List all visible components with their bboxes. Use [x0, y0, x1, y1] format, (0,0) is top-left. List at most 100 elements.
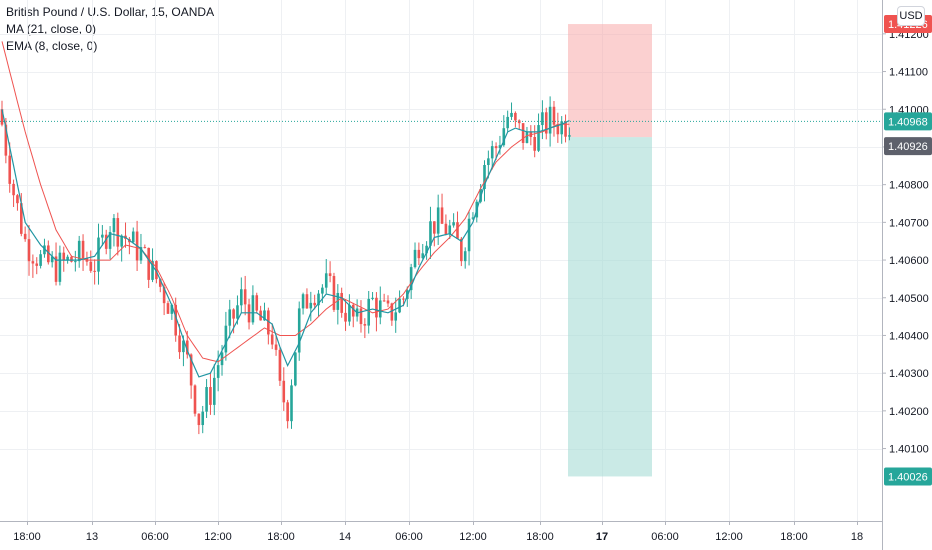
candle-body: [429, 221, 432, 246]
candle-body: [228, 309, 232, 326]
candle-body: [66, 256, 69, 261]
time-axis[interactable]: [0, 521, 882, 550]
candle-body: [286, 402, 289, 422]
candle-body: [43, 245, 46, 255]
time-tick-label: 06:00: [141, 531, 169, 543]
candle-body: [12, 183, 15, 196]
candle-body: [147, 247, 150, 280]
candle-body: [421, 253, 425, 259]
candle-body: [440, 207, 444, 224]
time-tick-label: 12:00: [459, 531, 487, 543]
candle-body: [544, 112, 548, 134]
candle-body: [433, 221, 436, 234]
candle-body: [556, 124, 560, 135]
candle-body: [541, 112, 544, 126]
candle-body: [344, 312, 347, 322]
ema-line: [1, 109, 570, 378]
candle-body: [224, 325, 228, 353]
candle-body: [336, 292, 340, 310]
candle-body: [463, 251, 467, 262]
candle-body: [108, 232, 112, 249]
candle-body: [58, 252, 62, 282]
price-tag-bg: [884, 467, 932, 486]
candle-body: [101, 234, 104, 238]
candle-body: [174, 304, 177, 336]
time-tick-label: 06:00: [395, 531, 423, 543]
candle-body: [444, 223, 448, 235]
candle-body: [297, 308, 301, 353]
candle-body: [340, 292, 343, 313]
candle-body: [39, 254, 42, 266]
candle-body: [216, 365, 220, 378]
price-tick-label: 1.40100: [889, 444, 929, 456]
candle-body: [324, 273, 328, 288]
candle-body: [236, 305, 239, 319]
candle-body: [498, 145, 502, 149]
candle-body: [448, 225, 452, 235]
grid-lines: [0, 0, 882, 521]
time-tick-label: 14: [339, 531, 351, 543]
symbol-title[interactable]: British Pound / U.S. Dollar, 15, OANDA: [6, 5, 215, 19]
candle-body: [502, 128, 506, 146]
candle-body: [525, 131, 529, 143]
candle-body: [313, 302, 316, 306]
candle-body: [155, 261, 158, 280]
candle-body: [255, 295, 259, 311]
candle-body: [243, 289, 247, 305]
candle-body: [367, 298, 370, 326]
price-tick-label: 1.40200: [889, 406, 929, 418]
ema-indicator-label[interactable]: EMA (8, close, 0): [6, 39, 98, 53]
candle-body: [348, 304, 351, 322]
time-tick-label: 18:00: [526, 531, 554, 543]
candle-body: [139, 247, 143, 261]
candle-body: [564, 121, 567, 137]
candle-body: [363, 324, 367, 326]
candle-body: [178, 335, 181, 353]
candle-body: [162, 286, 166, 304]
candle-body: [552, 106, 556, 125]
candle-body: [270, 334, 274, 345]
candle-body: [460, 238, 463, 262]
candle-body: [20, 203, 23, 234]
time-tick-label: 12:00: [204, 531, 232, 543]
candle-body: [74, 261, 77, 263]
candle-body: [50, 256, 54, 263]
stop-loss-zone[interactable]: [568, 24, 652, 138]
candle-body: [487, 158, 490, 165]
candle-body: [560, 121, 563, 135]
time-tick-label: 18:00: [780, 531, 808, 543]
candle-body: [0, 109, 4, 125]
candle-body: [151, 261, 154, 280]
candle-body: [359, 308, 363, 325]
candle-body: [467, 218, 471, 252]
candle-body: [185, 340, 189, 355]
ma-indicator-label[interactable]: MA (21, close, 0): [6, 22, 97, 36]
position-zones[interactable]: [568, 24, 652, 477]
price-tag-entry: 1.40926: [884, 137, 932, 156]
candle-body: [170, 304, 174, 314]
candle-body: [35, 263, 39, 266]
price-tag-target: 1.40026: [884, 467, 932, 486]
ma-line: [1, 41, 570, 363]
candle-body: [321, 287, 324, 294]
candle-body: [278, 349, 282, 381]
candle-body: [548, 106, 552, 134]
price-axis[interactable]: [882, 0, 932, 550]
take-profit-zone[interactable]: [568, 137, 652, 477]
candle-body: [382, 300, 386, 302]
currency-button[interactable]: USD: [897, 6, 925, 26]
candle-body: [371, 297, 374, 299]
candle-body: [375, 297, 378, 318]
price-tick-label: 1.40400: [889, 330, 929, 342]
candle-body: [506, 116, 509, 129]
candle-body: [402, 298, 405, 300]
candle-body: [47, 245, 50, 263]
candle-body: [166, 303, 170, 314]
candle-body: [116, 218, 120, 247]
candle-body: [378, 300, 382, 318]
candle-body: [209, 387, 212, 405]
candle-body: [62, 252, 66, 261]
candle-body: [436, 207, 440, 234]
